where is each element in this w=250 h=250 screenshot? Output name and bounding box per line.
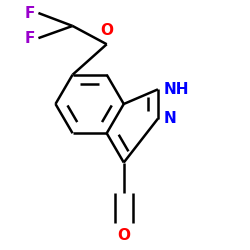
Text: O: O (100, 23, 113, 38)
Text: F: F (24, 6, 35, 20)
Text: F: F (24, 31, 35, 46)
Text: N: N (164, 111, 177, 126)
Text: NH: NH (164, 82, 190, 97)
Text: O: O (117, 228, 130, 243)
